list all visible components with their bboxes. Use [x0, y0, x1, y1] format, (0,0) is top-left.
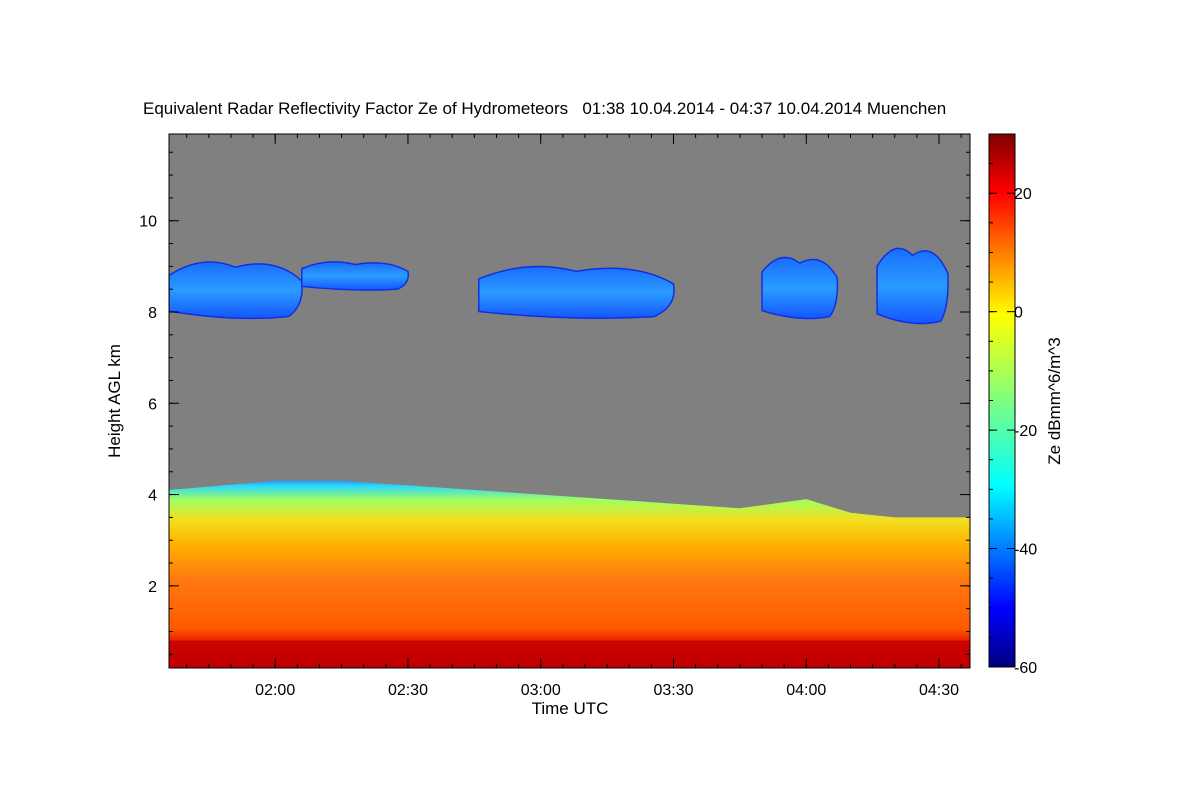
- colorbar-tick-label: 20: [1014, 186, 1032, 203]
- y-tick-label: 2: [148, 579, 157, 596]
- y-axis-title: Height AGL km: [105, 344, 124, 458]
- colorbar-tick-label: -60: [1014, 660, 1037, 677]
- x-tick-label: 04:00: [786, 682, 826, 699]
- y-tick-label: 4: [148, 488, 157, 505]
- x-axis-title: Time UTC: [532, 699, 609, 718]
- low-precip-layer: [169, 480, 970, 668]
- x-tick-label: 02:00: [255, 682, 295, 699]
- x-tick-label: 04:30: [919, 682, 959, 699]
- upper-cloud-4: [761, 256, 839, 320]
- upper-cloud-5: [876, 247, 949, 325]
- y-tick-label: 6: [148, 396, 157, 413]
- x-tick-label: 03:30: [653, 682, 693, 699]
- upper-cloud-1: [169, 261, 303, 320]
- colorbar-tick-label: -20: [1014, 423, 1037, 440]
- colorbar-tick-label: 0: [1014, 305, 1023, 322]
- plot-frame: [168, 133, 971, 669]
- colorbar-tick-label: -40: [1014, 542, 1037, 559]
- upper-cloud-2: [301, 261, 410, 291]
- x-tick-label: 02:30: [388, 682, 428, 699]
- y-tick-label: 8: [148, 305, 157, 322]
- y-tick-label: 10: [139, 214, 157, 231]
- colorbar: [988, 133, 1016, 668]
- ground-clutter-band: [169, 640, 970, 668]
- colorbar-label: Ze dBmm^6/m^3: [1045, 337, 1064, 464]
- upper-cloud-3: [478, 265, 675, 319]
- chart-title: Equivalent Radar Reflectivity Factor Ze …: [143, 99, 947, 118]
- x-tick-label: 03:00: [521, 682, 561, 699]
